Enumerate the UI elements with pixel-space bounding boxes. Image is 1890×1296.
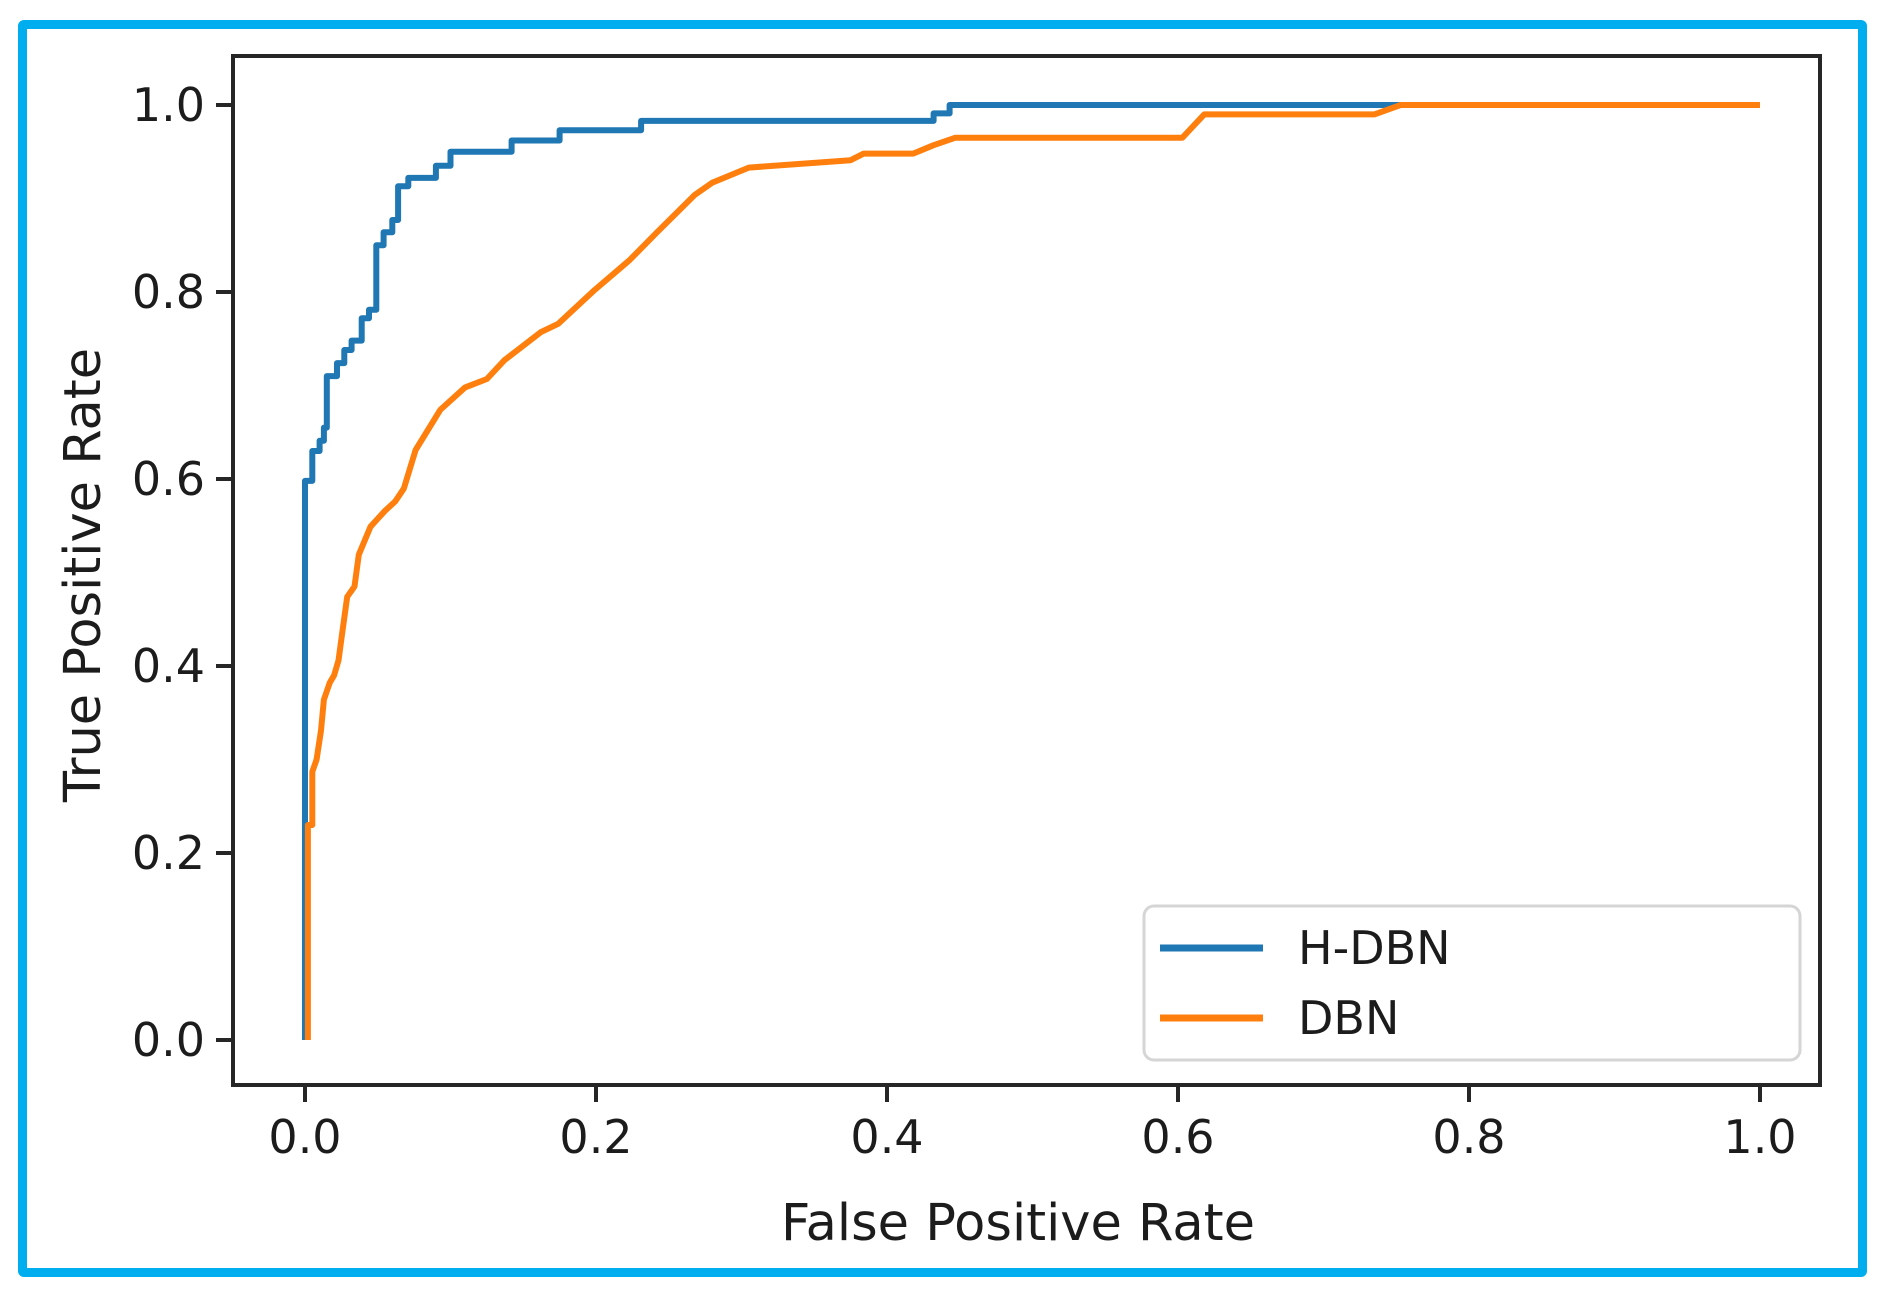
x-axis-label: False Positive Rate [781,1194,1255,1253]
figure-border [18,20,1867,1277]
plot-spines [231,54,1822,1087]
y-axis-tick-labels: 0.0 0.2 0.4 0.6 0.8 1.0 [132,78,205,1067]
y-tick-label-1: 0.2 [132,826,205,880]
x-tick-label-2: 0.4 [850,1110,923,1164]
legend-box [1142,904,1802,1062]
x-tick-label-5: 1.0 [1723,1110,1796,1164]
x-tick-label-0: 0.0 [268,1110,341,1164]
y-tick-label-3: 0.6 [132,452,205,506]
axis-ticks [216,103,1762,1102]
roc-curve-hdbn [302,102,1760,1040]
y-tick-label-4: 0.8 [132,265,205,319]
y-tick-label-2: 0.4 [132,639,205,693]
x-tick-label-3: 0.6 [1141,1110,1214,1164]
legend-label-dbn: DBN [1298,991,1399,1045]
x-tick-label-4: 0.8 [1432,1110,1505,1164]
y-tick-label-0: 0.0 [132,1013,205,1067]
y-tick-label-5: 1.0 [132,78,205,132]
x-axis-tick-labels: 0.0 0.2 0.4 0.6 0.8 1.0 [268,1110,1796,1164]
roc-curve-dbn [304,102,1760,1040]
legend: H-DBN DBN [1142,904,1802,1062]
legend-label-hdbn: H-DBN [1298,921,1451,975]
x-tick-label-1: 0.2 [559,1110,632,1164]
y-axis-label: True Positive Rate [54,348,113,803]
